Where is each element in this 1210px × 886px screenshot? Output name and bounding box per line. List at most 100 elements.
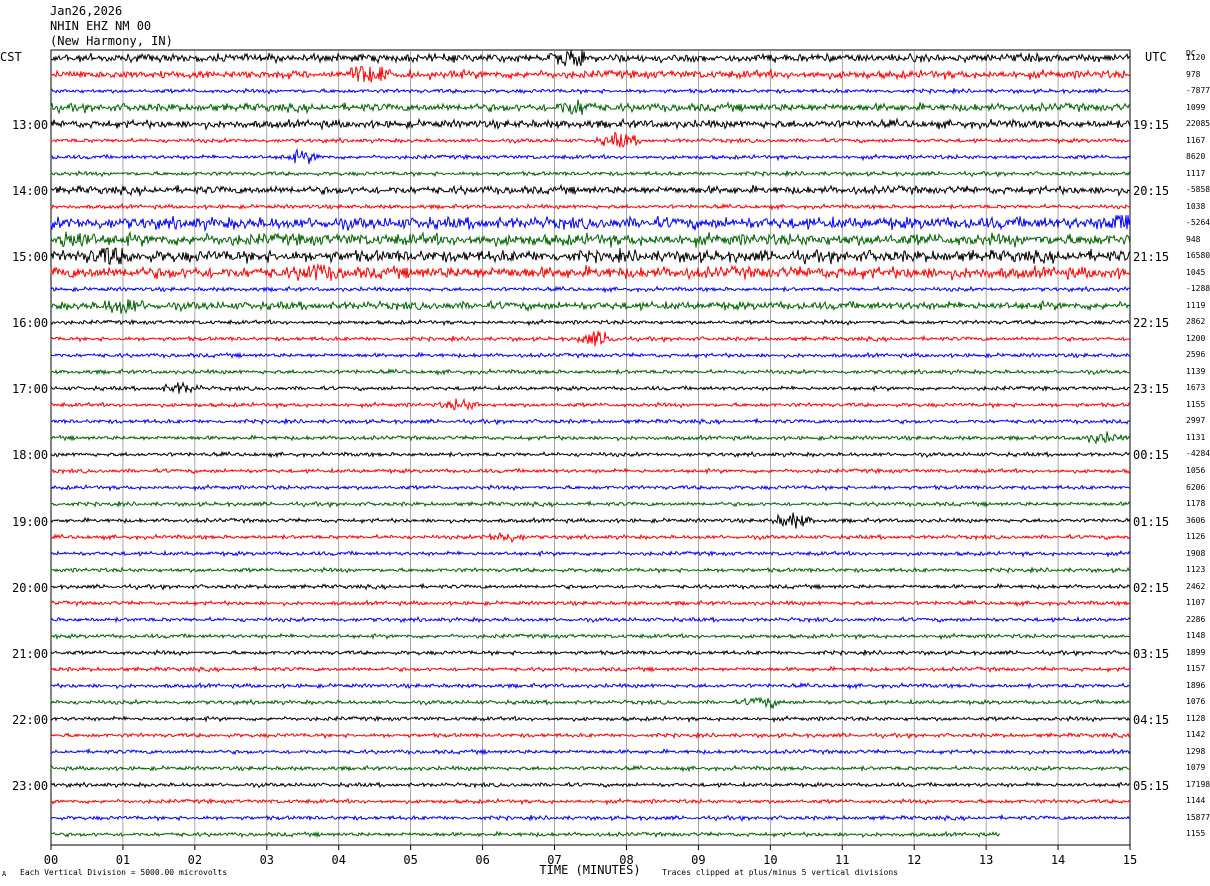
trace-red bbox=[50, 202, 1131, 211]
trace-green bbox=[50, 566, 1131, 575]
dc-offset-label: -7877 bbox=[1186, 86, 1210, 96]
trace-red bbox=[50, 797, 1131, 806]
dc-offset-label: 15877 bbox=[1186, 812, 1210, 822]
dc-offset-label: 3606 bbox=[1186, 515, 1206, 525]
trace-blue bbox=[50, 813, 1131, 823]
x-tick-label: 08 bbox=[619, 853, 634, 867]
dc-offset-label: 8620 bbox=[1186, 152, 1206, 162]
x-tick-label: 12 bbox=[906, 853, 922, 867]
x-tick-label: 13 bbox=[978, 853, 994, 867]
trace-black bbox=[50, 380, 1131, 394]
dc-offset-label: 1157 bbox=[1186, 664, 1206, 674]
dc-offset-label: 1200 bbox=[1186, 333, 1206, 343]
dc-offset-label: 1144 bbox=[1186, 796, 1206, 806]
x-tick-label: 00 bbox=[43, 853, 59, 867]
trace-green bbox=[50, 230, 1131, 248]
utc-hour-label: 02:15 bbox=[1133, 580, 1170, 595]
cst-hour-label: 13:00 bbox=[12, 118, 49, 133]
trace-green bbox=[50, 170, 1131, 178]
x-tick-label: 09 bbox=[691, 853, 706, 867]
trace-black bbox=[50, 318, 1131, 327]
dc-offset-label: 1131 bbox=[1186, 432, 1206, 442]
dc-offset-label: 1142 bbox=[1186, 730, 1206, 740]
trace-red bbox=[50, 531, 1131, 544]
dc-offset-label: 1896 bbox=[1186, 680, 1206, 690]
utc-hour-label: 05:15 bbox=[1133, 778, 1170, 793]
station-code: NHIN EHZ NM 00 bbox=[50, 19, 152, 33]
dc-offset-label: 1126 bbox=[1186, 532, 1206, 542]
utc-hour-label: 04:15 bbox=[1133, 712, 1170, 727]
trace-blue bbox=[50, 549, 1131, 558]
dc-offset-label: 1119 bbox=[1186, 300, 1206, 310]
dc-offset-label: 1908 bbox=[1186, 548, 1206, 558]
trace-black bbox=[50, 450, 1131, 459]
dc-offset-label: 1107 bbox=[1186, 598, 1206, 608]
dc-offset-label: 1148 bbox=[1186, 631, 1206, 641]
dc-offset-label: 978 bbox=[1186, 69, 1201, 79]
dc-offset-label: 17198 bbox=[1186, 779, 1210, 789]
x-tick-label: 11 bbox=[835, 853, 850, 867]
trace-red bbox=[50, 397, 1131, 412]
utc-hour-label: 23:15 bbox=[1133, 382, 1170, 397]
dc-offset-label: 1076 bbox=[1186, 697, 1206, 707]
utc-hour-label: 21:15 bbox=[1133, 250, 1170, 265]
cst-hour-label: 15:00 bbox=[12, 250, 49, 265]
footer-mark: A bbox=[2, 870, 7, 878]
dc-offset-label: 16580 bbox=[1186, 251, 1210, 261]
x-tick-label: 01 bbox=[115, 853, 131, 867]
dc-offset-label: 1123 bbox=[1186, 565, 1206, 575]
trace-blue bbox=[50, 417, 1131, 426]
dc-offset-label: 1099 bbox=[1186, 102, 1206, 112]
dc-offset-label: -4284 bbox=[1186, 449, 1210, 459]
trace-blue bbox=[50, 147, 1131, 165]
trace-red bbox=[50, 731, 1131, 740]
cst-hour-label: 18:00 bbox=[12, 448, 49, 463]
dc-offset-label: 1178 bbox=[1186, 499, 1206, 509]
utc-hour-label: 22:15 bbox=[1133, 316, 1170, 331]
dc-offset-label: -5264 bbox=[1186, 218, 1210, 228]
trace-black bbox=[50, 183, 1131, 198]
utc-hour-label: 01:15 bbox=[1133, 514, 1170, 529]
cst-hour-label: 16:00 bbox=[12, 316, 49, 331]
dc-offset-label: 1045 bbox=[1186, 267, 1206, 277]
recording-date: Jan26,2026 bbox=[50, 4, 123, 18]
trace-red bbox=[50, 262, 1131, 281]
trace-blue bbox=[50, 681, 1131, 690]
trace-black bbox=[50, 49, 1131, 67]
dc-offset-label: 1117 bbox=[1186, 168, 1206, 178]
dc-column-header: DC bbox=[1186, 49, 1196, 58]
cst-hour-label: 17:00 bbox=[12, 382, 49, 397]
trace-green bbox=[50, 299, 1131, 315]
dc-offset-label: 1899 bbox=[1186, 647, 1206, 657]
trace-red bbox=[50, 665, 1131, 674]
station-location: (New Harmony, IN) bbox=[50, 34, 173, 48]
trace-blue bbox=[50, 483, 1131, 492]
x-tick-label: 04 bbox=[331, 853, 346, 867]
dc-offset-label: 1120 bbox=[1186, 53, 1206, 62]
x-tick-label: 03 bbox=[259, 853, 275, 867]
dc-offset-label: -5858 bbox=[1186, 185, 1210, 195]
x-tick-label: 15 bbox=[1122, 853, 1138, 867]
trace-blue bbox=[50, 747, 1131, 756]
trace-blue bbox=[50, 351, 1131, 360]
dc-offset-label: 2286 bbox=[1186, 614, 1206, 624]
utc-hour-label: 19:15 bbox=[1133, 118, 1170, 133]
trace-green bbox=[50, 632, 1131, 641]
trace-blue bbox=[50, 285, 1131, 294]
plot-frame bbox=[50, 49, 1131, 846]
trace-green bbox=[50, 431, 1131, 445]
utc-hour-label: 03:15 bbox=[1133, 646, 1170, 661]
trace-black bbox=[50, 117, 1131, 131]
cst-hour-label: 20:00 bbox=[12, 580, 49, 595]
trace-red bbox=[50, 330, 1131, 347]
x-tick-label: 02 bbox=[187, 853, 203, 867]
trace-blue bbox=[50, 87, 1131, 95]
trace-green bbox=[50, 830, 1001, 839]
trace-red bbox=[50, 131, 1131, 148]
clipping-note: Traces clipped at plus/minus 5 vertical … bbox=[662, 868, 899, 877]
x-axis-title: TIME (MINUTES) bbox=[539, 863, 641, 877]
dc-offset-label: 2596 bbox=[1186, 350, 1206, 360]
trace-green bbox=[50, 696, 1131, 710]
trace-black bbox=[50, 512, 1131, 529]
